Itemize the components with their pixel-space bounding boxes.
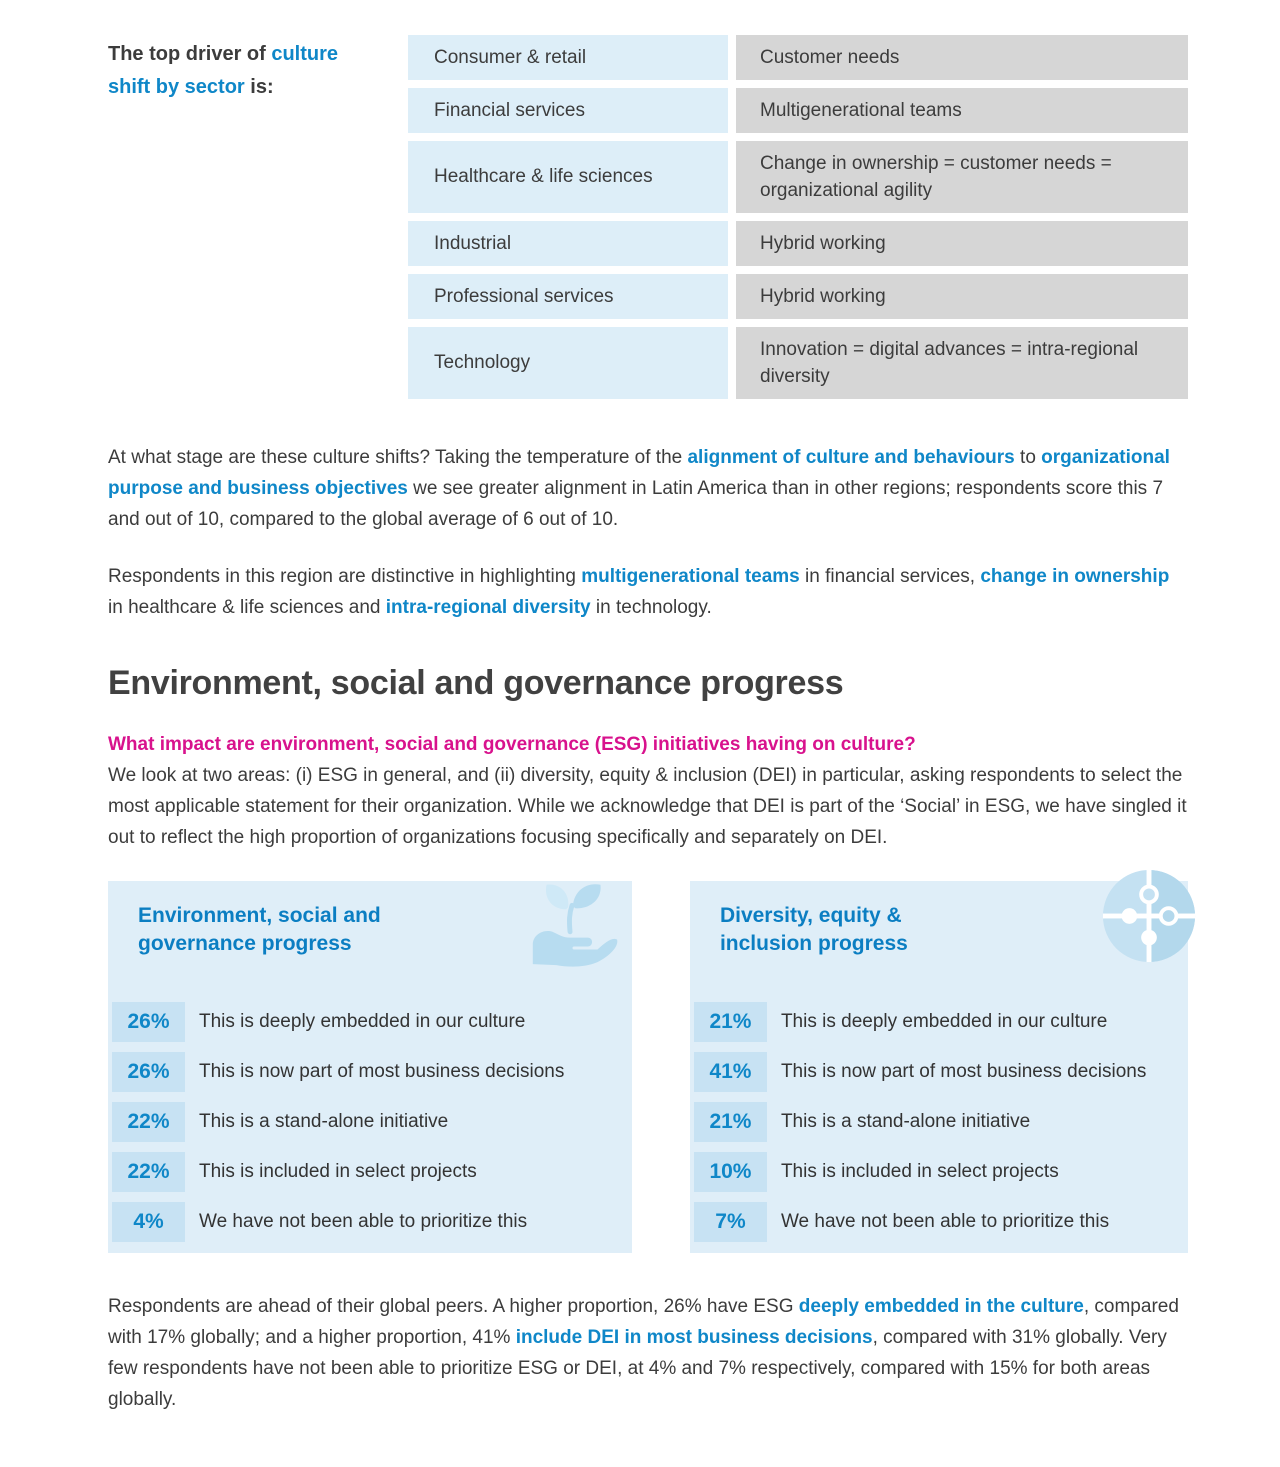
stat-row: 10% This is included in select projects [693, 1152, 1188, 1192]
stat-label: We have not been able to prioritize this [199, 1211, 528, 1232]
closing-paragraph: Respondents are ahead of their global pe… [108, 1296, 1179, 1410]
stat-label: This is now part of most business decisi… [780, 1061, 1147, 1082]
esg-panel-title: Environment, social and governance progr… [138, 904, 381, 955]
driver-cell: Hybrid working [736, 221, 1188, 266]
stat-label: This is a stand-alone initiative [780, 1111, 1031, 1132]
stat-value-badge: 41% [693, 1052, 767, 1092]
stat-label: This is deeply embedded in our culture [199, 1011, 526, 1032]
stat-value-badge: 21% [693, 1102, 767, 1142]
table-row: Consumer & retail Customer needs [408, 35, 1188, 80]
stat-value-badge: 22% [112, 1152, 185, 1192]
stat-value-badge: 10% [693, 1152, 767, 1192]
driver-cell: Change in ownership = customer needs = o… [736, 141, 1188, 213]
esg-intro-paragraph: We look at two areas: (i) ESG in general… [108, 765, 1187, 848]
top-driver-intro: The top driver of culture shift by secto… [108, 43, 339, 98]
dei-progress-panel: Diversity, equity & inclusion progress [689, 869, 1196, 1253]
table-row: Technology Innovation = digital advances… [408, 327, 1188, 399]
stat-value-badge: 26% [112, 1002, 185, 1042]
page-title: Environment, social and governance progr… [108, 664, 844, 702]
table-row: Professional services Hybrid working [408, 274, 1188, 319]
stat-value-badge: 22% [112, 1102, 185, 1142]
sector-cell: Financial services [408, 88, 728, 133]
driver-cell: Hybrid working [736, 274, 1188, 319]
sector-driver-table: Consumer & retail Customer needs Financi… [408, 35, 1188, 399]
top-driver-section: The top driver of culture shift by secto… [0, 0, 1280, 399]
sector-cell: Healthcare & life sciences [408, 141, 728, 213]
stat-row: 4% We have not been able to prioritize t… [112, 1202, 632, 1242]
stat-value-badge: 26% [112, 1052, 185, 1092]
stat-label: This is a stand-alone initiative [199, 1111, 449, 1132]
stat-label: This is now part of most business decisi… [199, 1061, 565, 1082]
esg-stats-list: 26% This is deeply embedded in our cultu… [112, 1002, 632, 1242]
dei-stats-list: 21% This is deeply embedded in our cultu… [693, 1002, 1188, 1242]
stat-row: 22% This is a stand-alone initiative [112, 1102, 632, 1142]
sector-cell: Technology [408, 327, 728, 399]
stat-value-badge: 7% [693, 1202, 767, 1242]
body-content: At what stage are these culture shifts? … [0, 442, 1280, 1415]
stat-value-badge: 21% [693, 1002, 767, 1042]
regional-distinctive-paragraph: Respondents in this region are distincti… [108, 566, 1170, 618]
stat-row: 22% This is included in select projects [112, 1152, 632, 1192]
sector-cell: Consumer & retail [408, 35, 728, 80]
driver-cell: Multigenerational teams [736, 88, 1188, 133]
esg-lead-question: What impact are environment, social and … [108, 734, 916, 755]
stat-row: 21% This is a stand-alone initiative [693, 1102, 1188, 1142]
stat-value-badge: 4% [112, 1202, 185, 1242]
progress-panels: Environment, social and governance progr… [108, 869, 1196, 1253]
stat-row: 26% This is deeply embedded in our cultu… [112, 1002, 632, 1042]
stat-row: 41% This is now part of most business de… [693, 1052, 1188, 1092]
stat-label: This is included in select projects [780, 1161, 1059, 1182]
stat-label: This is included in select projects [199, 1161, 477, 1182]
stat-label: We have not been able to prioritize this [780, 1211, 1110, 1232]
driver-cell: Customer needs [736, 35, 1188, 80]
sector-cell: Industrial [408, 221, 728, 266]
stat-label: This is deeply embedded in our culture [780, 1011, 1108, 1032]
table-row: Healthcare & life sciences Change in own… [408, 141, 1188, 213]
sector-cell: Professional services [408, 274, 728, 319]
dei-panel-title: Diversity, equity & inclusion progress [719, 904, 908, 955]
culture-shift-paragraph: At what stage are these culture shifts? … [108, 447, 1170, 530]
table-row: Industrial Hybrid working [408, 221, 1188, 266]
stat-row: 26% This is now part of most business de… [112, 1052, 632, 1092]
stat-row: 21% This is deeply embedded in our cultu… [693, 1002, 1188, 1042]
esg-progress-panel: Environment, social and governance progr… [108, 881, 632, 1253]
stat-row: 7% We have not been able to prioritize t… [693, 1202, 1188, 1242]
driver-cell: Innovation = digital advances = intra-re… [736, 327, 1188, 399]
table-row: Financial services Multigenerational tea… [408, 88, 1188, 133]
